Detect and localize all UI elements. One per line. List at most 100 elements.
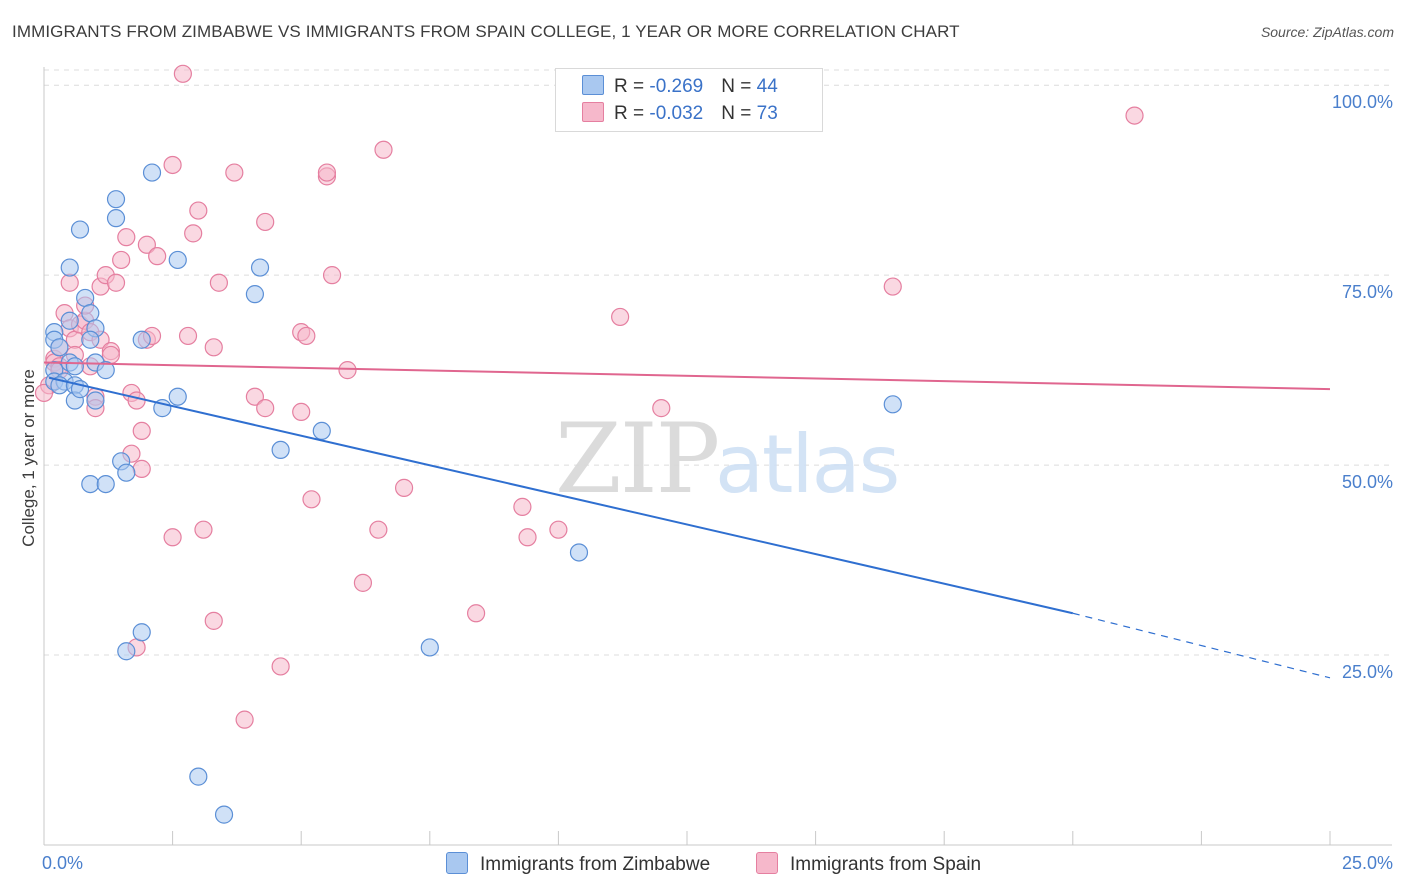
spain-point	[256, 399, 275, 418]
spain-point	[235, 710, 254, 729]
zimbabwe-point	[96, 361, 115, 380]
spain-points	[34, 64, 1144, 729]
spain-point	[518, 528, 537, 547]
zimbabwe-point	[271, 440, 290, 460]
spain-point	[513, 497, 532, 516]
spain-point	[163, 155, 182, 175]
legend-r-value-spain: -0.032	[649, 103, 704, 124]
zimbabwe-point	[245, 285, 265, 304]
spain-point	[225, 163, 244, 182]
zimbabwe-point	[883, 395, 902, 414]
watermark-atlas: atlas	[715, 418, 898, 511]
spain-point	[194, 520, 213, 539]
spain-point	[117, 228, 136, 247]
legend-r-value-zimbabwe: -0.269	[649, 76, 704, 97]
grid-lines	[44, 69, 1392, 656]
spain-point	[148, 247, 167, 266]
zimbabwe-point	[106, 209, 126, 228]
spain-point	[322, 266, 342, 285]
spain-point	[60, 273, 79, 292]
legend-n-label: N =	[721, 76, 757, 97]
spain-point	[178, 326, 198, 346]
spain-point	[394, 478, 414, 497]
spain-point	[132, 421, 151, 441]
legend-row-spain: R = -0.032 N = 73	[582, 102, 778, 126]
zimbabwe-point	[76, 288, 95, 308]
spain-point	[292, 402, 311, 422]
zimbabwe-point	[65, 357, 84, 376]
x-tick-label-max: 25.0%	[1342, 853, 1393, 873]
legend-swatch-spain	[582, 102, 604, 122]
legend-n-value-spain: 73	[756, 103, 778, 124]
zimbabwe-point	[106, 190, 126, 209]
legend-r-label: R =	[614, 103, 650, 124]
zimbabwe-point	[250, 258, 270, 277]
spain-point	[317, 163, 337, 182]
spain-point	[652, 399, 671, 418]
spain-point	[611, 307, 630, 327]
zimbabwe-point	[420, 638, 439, 657]
spain-trend-line	[43, 361, 1331, 391]
zimbabwe-point	[168, 387, 187, 406]
spain-point	[271, 657, 290, 676]
spain-point	[101, 345, 120, 365]
spain-point	[1125, 106, 1144, 125]
spain-point	[173, 64, 192, 83]
zimbabwe-point	[81, 304, 100, 323]
spain-point	[256, 212, 275, 232]
spain-point	[132, 459, 151, 478]
spain-point	[338, 361, 357, 380]
legend-label-zimbabwe: Immigrants from Zimbabwe	[480, 854, 711, 875]
legend-swatch-zimbabwe	[582, 75, 604, 95]
zimbabwe-point	[60, 311, 79, 330]
zimbabwe-point	[569, 543, 589, 562]
correlation-legend: R = -0.269 N = 44 R = -0.032 N = 73	[555, 68, 823, 132]
zimbabwe-point	[86, 391, 105, 410]
legend-swatch-zimbabwe	[446, 852, 468, 874]
y-tick-labels: 25.0% 50.0% 75.0% 100.0%	[1332, 92, 1393, 682]
zimbabwe-point	[189, 767, 208, 786]
zimbabwe-point	[81, 474, 100, 494]
watermark: ZIP atlas	[555, 403, 900, 515]
spain-point	[127, 391, 146, 410]
y-axis-label: College, 1 year or more	[19, 369, 38, 547]
y-tick-label: 50.0%	[1342, 472, 1393, 492]
spain-point	[209, 273, 228, 292]
legend-n-label: N =	[721, 103, 757, 124]
zimbabwe-point	[312, 421, 331, 441]
zimbabwe-point	[132, 623, 151, 642]
legend-item-spain: Immigrants from Spain	[756, 852, 981, 876]
x-tick-label-min: 0.0%	[42, 853, 83, 873]
spain-point	[204, 338, 223, 357]
zimbabwe-point	[117, 642, 136, 661]
spain-point	[112, 250, 131, 270]
legend-item-zimbabwe: Immigrants from Zimbabwe	[446, 852, 710, 876]
zimbabwe-point	[168, 250, 187, 270]
zimbabwe-point	[142, 163, 162, 182]
legend-r-label: R =	[614, 76, 650, 97]
zimbabwe-point	[117, 463, 136, 482]
axes	[43, 67, 1392, 846]
zimbabwe-point	[81, 330, 100, 349]
zimbabwe-point	[60, 258, 79, 277]
legend-n-value-zimbabwe: 44	[756, 76, 778, 97]
zimbabwe-trend-extension	[1072, 612, 1331, 679]
spain-point	[34, 383, 54, 403]
legend-swatch-spain	[756, 852, 778, 874]
zimbabwe-point	[96, 474, 115, 494]
spain-point	[204, 611, 223, 630]
spain-point	[369, 520, 388, 539]
spain-point	[65, 330, 84, 349]
spain-point	[353, 573, 373, 592]
spain-point	[549, 520, 568, 539]
spain-point	[184, 224, 203, 243]
zimbabwe-point	[50, 338, 69, 357]
spain-point	[137, 235, 156, 254]
zimbabwe-point	[132, 330, 151, 349]
spain-point	[106, 273, 126, 292]
trend-lines	[43, 361, 1331, 679]
y-tick-label: 100.0%	[1332, 92, 1393, 112]
zimbabwe-trend-line	[48, 376, 1074, 615]
spain-point	[374, 140, 393, 159]
